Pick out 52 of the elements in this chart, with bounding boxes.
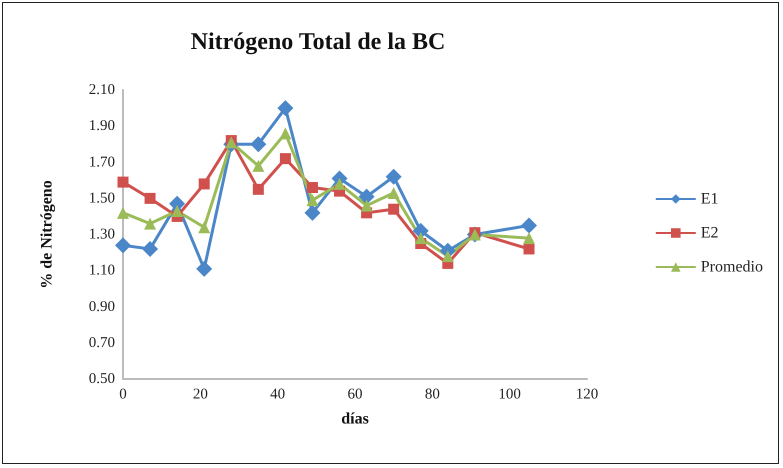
point (142, 240, 158, 257)
point (252, 160, 264, 172)
point (144, 218, 156, 230)
point (523, 232, 535, 244)
y-tick-label: 1.90 (88, 118, 115, 134)
point (334, 178, 346, 190)
point (171, 205, 184, 218)
point (306, 182, 318, 194)
point (118, 176, 128, 188)
x-axis-title: días (341, 410, 369, 428)
point (386, 168, 402, 185)
point (198, 178, 210, 190)
point (115, 237, 131, 254)
x-tick-label: 40 (270, 386, 286, 402)
x-tick-label: 20 (192, 386, 208, 402)
x-tick-label: 0 (119, 386, 127, 402)
point (521, 217, 537, 234)
point (442, 250, 454, 262)
point (250, 136, 266, 152)
point (252, 184, 264, 195)
x-tick-label: 60 (348, 386, 362, 402)
y-tick-label: 1.70 (88, 154, 115, 170)
point (524, 243, 534, 254)
point (196, 260, 212, 277)
y-axis-title: % de Nitrógeno (38, 180, 56, 289)
chart-title: Nitrógeno Total de la BC (190, 29, 446, 55)
point (358, 188, 375, 205)
legend-label: Promedio (700, 258, 763, 276)
y-tick-label: 2.10 (88, 82, 115, 98)
point (279, 127, 292, 140)
point (198, 221, 210, 234)
y-tick-label: 1.50 (88, 190, 115, 206)
point (280, 153, 291, 164)
point (360, 200, 373, 212)
legend-label: E2 (700, 224, 719, 242)
y-tick-label: 0.50 (88, 371, 115, 387)
point (277, 100, 294, 116)
x-tick-label: 80 (424, 386, 440, 402)
y-tick-label: 0.90 (88, 298, 115, 315)
point (144, 192, 156, 204)
point (117, 206, 129, 219)
point (414, 232, 427, 244)
legend-label: E1 (700, 190, 719, 208)
point (304, 204, 320, 221)
x-tick-label: 120 (576, 386, 598, 402)
point (388, 204, 400, 215)
point (388, 186, 400, 199)
y-tick-label: 1.30 (88, 226, 115, 242)
y-tick-label: 1.10 (88, 262, 115, 279)
point (306, 194, 318, 206)
y-tick-label: 0.70 (88, 334, 115, 351)
x-tick-label: 100 (498, 386, 521, 402)
